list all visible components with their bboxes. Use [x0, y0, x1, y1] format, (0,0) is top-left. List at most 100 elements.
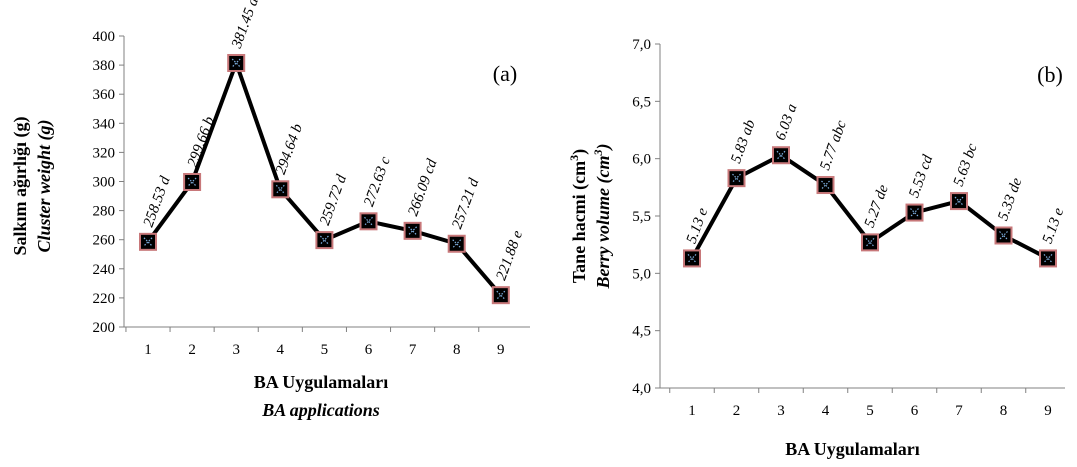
data-label: 5.33 de — [995, 176, 1025, 223]
y-tick-label: 260 — [93, 233, 116, 249]
data-point-marker — [271, 180, 290, 199]
data-point-marker — [861, 233, 879, 252]
data-point-marker — [950, 192, 968, 211]
x-tick-label: 6 — [365, 342, 373, 358]
y-tick-label: 240 — [93, 262, 116, 278]
data-point-marker — [227, 53, 246, 72]
data-point-marker-pattern — [1043, 254, 1053, 263]
data-point-marker-pattern — [910, 208, 919, 217]
data-label: 5.83 ab — [728, 117, 759, 165]
x-tick-label: 6 — [911, 403, 919, 419]
data-point — [227, 53, 246, 72]
data-label: 5.63 bc — [951, 141, 981, 188]
data-point — [994, 226, 1013, 245]
data-point-marker-pattern — [776, 150, 786, 160]
x-tick-label: 2 — [188, 342, 196, 358]
x-tick-label: 5 — [866, 403, 874, 419]
x-tick-label: 4 — [822, 403, 830, 419]
y-axis-subtitle-superscript: 3 — [591, 150, 605, 157]
data-label: 257.21 d — [449, 176, 482, 231]
data-point — [861, 233, 879, 252]
data-point — [772, 146, 790, 165]
panel-label: (a) — [493, 61, 517, 86]
data-point-marker — [447, 234, 466, 253]
data-label: 272.63 c — [361, 154, 394, 208]
y-tick-label: 340 — [93, 116, 116, 132]
y-tick-label: 200 — [93, 320, 116, 336]
data-point-marker — [491, 286, 510, 305]
data-point-marker-pattern — [999, 231, 1008, 240]
data-label: 381.45 a — [229, 0, 262, 51]
data-point-marker-pattern — [231, 58, 241, 68]
data-point-marker-pattern — [275, 184, 285, 194]
chart-panel-a: 200 220 240 260 280 300 320 340 360 380 400 1 2 3 4 5 6 7… — [10, 0, 530, 420]
data-point-marker-pattern — [732, 173, 741, 183]
x-tick-label: 1 — [688, 403, 696, 419]
data-point-marker-pattern — [319, 235, 329, 245]
y-axis-subtitle: Cluster weight (g) — [34, 119, 55, 252]
data-point-marker — [994, 226, 1013, 245]
data-point-marker — [772, 146, 790, 165]
y-tick-label: 7,0 — [632, 37, 651, 53]
data-point — [950, 192, 968, 211]
data-label: 5.77 abc — [817, 118, 850, 172]
data-point-marker-pattern — [364, 216, 373, 226]
data-point — [683, 249, 701, 268]
data-point-marker — [727, 169, 746, 188]
data-point-marker-pattern — [143, 237, 153, 247]
data-label: 266.09 cd — [405, 157, 440, 219]
data-point-marker — [315, 231, 334, 250]
y-tick-label: 400 — [93, 29, 116, 45]
data-label: 259.72 d — [317, 172, 350, 227]
data-label: 6.03 a — [773, 102, 801, 143]
x-axis-title: BA Uygulamaları — [254, 372, 389, 392]
y-axis-title-close: ) — [569, 149, 590, 155]
y-tick-label: 220 — [93, 291, 116, 307]
data-point — [403, 221, 422, 240]
data-label: 258.53 d — [141, 174, 174, 229]
y-tick-label: 320 — [93, 145, 116, 161]
x-axis-title: BA Uygulamaları — [785, 439, 920, 459]
y-tick-label: 4,5 — [632, 324, 651, 340]
data-point-marker — [359, 212, 378, 231]
data-point-marker-pattern — [865, 237, 875, 247]
x-tick-label: 3 — [777, 403, 785, 419]
data-point — [727, 169, 746, 188]
data-label: 299.66 b — [185, 114, 218, 169]
data-label: 294.64 b — [273, 121, 306, 176]
x-tick-label: 9 — [1044, 403, 1052, 419]
y-tick-label: 280 — [93, 204, 116, 220]
y-axis-subtitle-close: ) — [593, 144, 614, 152]
data-label: 5.53 cd — [906, 152, 936, 199]
data-point — [183, 172, 202, 191]
data-point-marker — [1039, 249, 1057, 268]
data-point-marker-pattern — [187, 177, 197, 187]
x-tick-label: 2 — [733, 403, 741, 419]
data-point — [447, 234, 466, 253]
data-point-marker — [905, 203, 924, 222]
data-point — [905, 203, 924, 222]
data-point — [1039, 249, 1057, 268]
data-point-marker — [183, 172, 202, 191]
y-axis-title: Tane hacmi (cm3) — [567, 149, 590, 283]
data-point-marker-pattern — [496, 290, 506, 300]
data-point-marker-pattern — [452, 239, 462, 249]
panel-label: (b) — [1037, 62, 1063, 87]
y-axis-subtitle-text: Berry volume (cm — [593, 156, 614, 290]
data-point — [359, 212, 378, 231]
x-tick-label: 3 — [232, 342, 240, 358]
x-axis-subtitle: BA applications — [261, 400, 380, 420]
y-tick-label: 4,0 — [632, 381, 651, 397]
data-label: 5.27 de — [862, 182, 892, 229]
data-point — [816, 176, 835, 195]
y-tick-label: 300 — [93, 175, 116, 191]
data-point-marker-pattern — [821, 180, 830, 190]
x-tick-label: 7 — [955, 403, 963, 419]
x-tick-label: 4 — [277, 342, 285, 358]
x-tick-label: 8 — [453, 342, 461, 358]
x-tick-label: 7 — [409, 342, 417, 358]
x-tick-label: 5 — [321, 342, 329, 358]
y-tick-label: 6,0 — [632, 152, 651, 168]
x-tick-label: 9 — [497, 342, 505, 358]
